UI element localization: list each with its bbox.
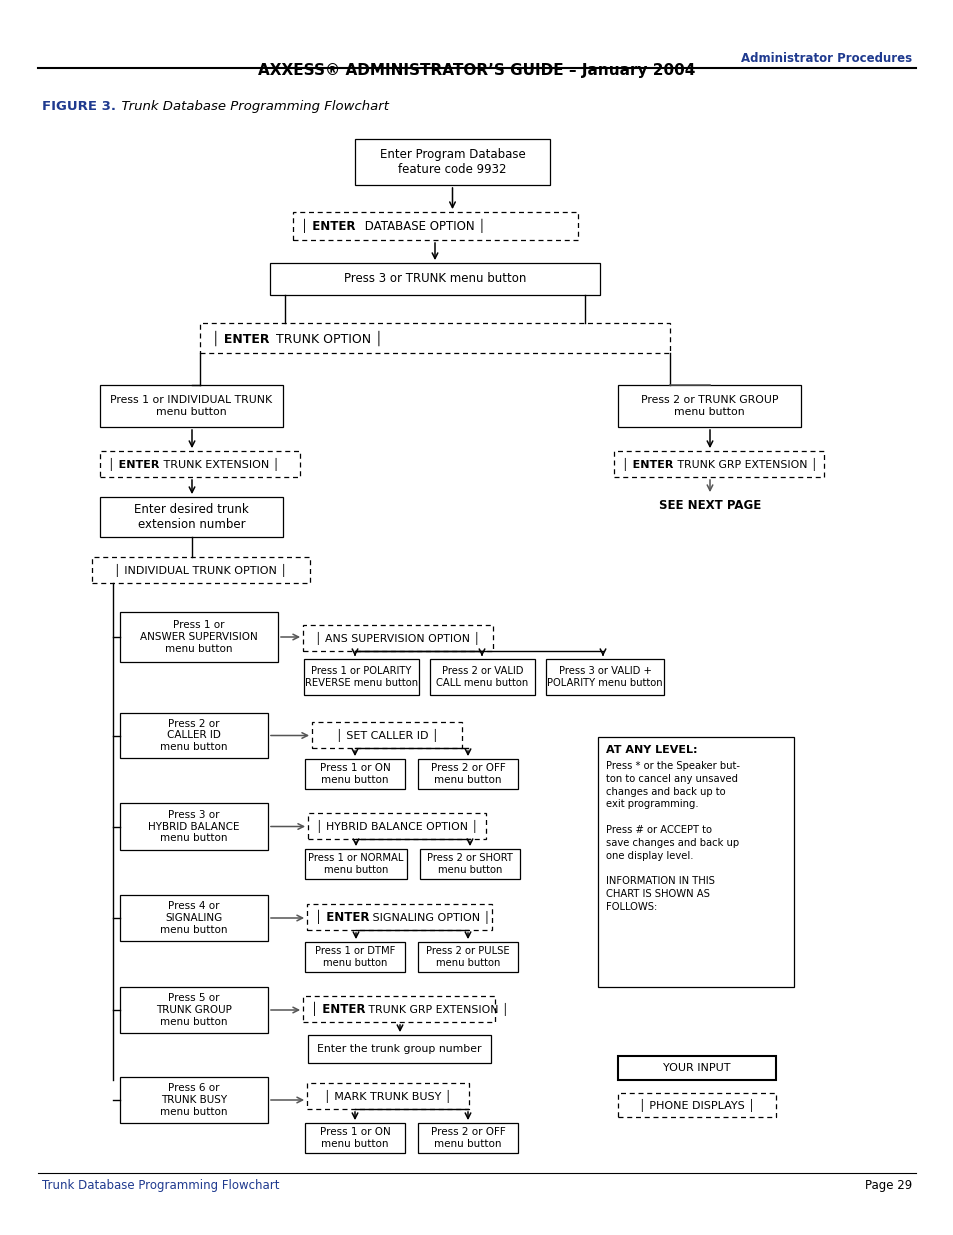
Text: TRUNK GRP EXTENSION │: TRUNK GRP EXTENSION │ bbox=[365, 1003, 508, 1015]
Text: Press 2 or TRUNK GROUP
menu button: Press 2 or TRUNK GROUP menu button bbox=[640, 395, 778, 416]
Text: │ HYBRID BALANCE OPTION │: │ HYBRID BALANCE OPTION │ bbox=[315, 820, 477, 832]
Bar bbox=[303, 995, 495, 1023]
Text: Press 3 or TRUNK menu button: Press 3 or TRUNK menu button bbox=[343, 273, 526, 285]
Bar bbox=[618, 385, 801, 427]
Text: Press 1 or POLARITY
REVERSE menu button: Press 1 or POLARITY REVERSE menu button bbox=[305, 666, 417, 688]
Bar bbox=[120, 713, 268, 758]
Text: Trunk Database Programming Flowchart: Trunk Database Programming Flowchart bbox=[42, 1179, 279, 1192]
Bar bbox=[293, 212, 578, 240]
Text: Press 1 or INDIVIDUAL TRUNK
menu button: Press 1 or INDIVIDUAL TRUNK menu button bbox=[111, 395, 273, 416]
Text: │ ENTER: │ ENTER bbox=[314, 910, 369, 924]
Text: Trunk Database Programming Flowchart: Trunk Database Programming Flowchart bbox=[112, 100, 389, 112]
Bar bbox=[120, 895, 268, 941]
Bar bbox=[120, 1077, 268, 1123]
Text: Press 2 or SHORT
menu button: Press 2 or SHORT menu button bbox=[427, 853, 513, 874]
Text: │ ENTER: │ ENTER bbox=[621, 457, 673, 471]
Text: YOUR INPUT: YOUR INPUT bbox=[662, 1063, 730, 1073]
Bar bbox=[430, 659, 535, 695]
Bar bbox=[120, 613, 277, 662]
Bar bbox=[312, 722, 461, 748]
Bar bbox=[120, 803, 268, 850]
Text: Press 6 or
TRUNK BUSY
menu button: Press 6 or TRUNK BUSY menu button bbox=[160, 1083, 228, 1116]
Bar bbox=[598, 737, 793, 987]
Text: Press 2 or OFF
menu button: Press 2 or OFF menu button bbox=[430, 1128, 505, 1149]
Text: Press 5 or
TRUNK GROUP
menu button: Press 5 or TRUNK GROUP menu button bbox=[156, 993, 232, 1026]
Text: DATABASE OPTION │: DATABASE OPTION │ bbox=[360, 219, 485, 233]
Bar bbox=[618, 1093, 775, 1116]
Text: │ ENTER: │ ENTER bbox=[212, 330, 269, 346]
Text: Press 1 or
ANSWER SUPERVISION
menu button: Press 1 or ANSWER SUPERVISION menu butto… bbox=[140, 620, 257, 653]
Text: TRUNK EXTENSION │: TRUNK EXTENSION │ bbox=[160, 457, 279, 471]
Text: │ ENTER: │ ENTER bbox=[301, 219, 355, 233]
Text: Press 1 or ON
menu button: Press 1 or ON menu button bbox=[319, 763, 390, 784]
Bar bbox=[307, 904, 492, 930]
Text: AXXESS® ADMINISTRATOR’S GUIDE – January 2004: AXXESS® ADMINISTRATOR’S GUIDE – January … bbox=[258, 63, 695, 78]
Bar bbox=[305, 760, 405, 789]
Text: │ SET CALLER ID │: │ SET CALLER ID │ bbox=[335, 729, 438, 741]
Bar bbox=[614, 451, 823, 477]
Text: Press 2 or
CALLER ID
menu button: Press 2 or CALLER ID menu button bbox=[160, 719, 228, 752]
Bar bbox=[308, 1035, 491, 1063]
Text: │ ANS SUPERVISION OPTION │: │ ANS SUPERVISION OPTION │ bbox=[315, 631, 480, 645]
Bar bbox=[304, 659, 418, 695]
Bar bbox=[100, 496, 283, 537]
Text: FIGURE 3.: FIGURE 3. bbox=[42, 100, 116, 112]
Bar bbox=[307, 1083, 469, 1109]
Bar bbox=[120, 987, 268, 1032]
Text: │ MARK TRUNK BUSY │: │ MARK TRUNK BUSY │ bbox=[324, 1089, 452, 1103]
Text: Press 2 or VALID
CALL menu button: Press 2 or VALID CALL menu button bbox=[436, 666, 528, 688]
Bar bbox=[303, 625, 493, 651]
Text: TRUNK OPTION │: TRUNK OPTION │ bbox=[272, 330, 382, 346]
Text: Press 4 or
SIGNALING
menu button: Press 4 or SIGNALING menu button bbox=[160, 902, 228, 935]
Bar bbox=[270, 263, 599, 295]
Bar bbox=[91, 557, 310, 583]
Text: SEE NEXT PAGE: SEE NEXT PAGE bbox=[659, 499, 760, 513]
Bar bbox=[417, 760, 517, 789]
Text: Press 3 or
HYBRID BALANCE
menu button: Press 3 or HYBRID BALANCE menu button bbox=[148, 810, 239, 844]
Text: Press 2 or PULSE
menu button: Press 2 or PULSE menu button bbox=[426, 946, 509, 968]
Text: Enter Program Database
feature code 9932: Enter Program Database feature code 9932 bbox=[379, 148, 525, 177]
Text: Enter desired trunk
extension number: Enter desired trunk extension number bbox=[134, 503, 249, 531]
Bar bbox=[308, 813, 485, 839]
Bar bbox=[355, 140, 550, 185]
Text: Administrator Procedures: Administrator Procedures bbox=[740, 52, 911, 65]
Text: Press 1 or DTMF
menu button: Press 1 or DTMF menu button bbox=[314, 946, 395, 968]
Text: Press * or the Speaker but-
ton to cancel any unsaved
changes and back up to
exi: Press * or the Speaker but- ton to cance… bbox=[605, 761, 740, 911]
Text: SIGNALING OPTION │: SIGNALING OPTION │ bbox=[369, 910, 490, 924]
Text: │ ENTER: │ ENTER bbox=[311, 1002, 365, 1016]
Text: TRUNK GRP EXTENSION │: TRUNK GRP EXTENSION │ bbox=[673, 457, 817, 471]
Bar bbox=[305, 942, 405, 972]
Text: Enter the trunk group number: Enter the trunk group number bbox=[317, 1044, 481, 1053]
Bar bbox=[618, 1056, 775, 1079]
Bar bbox=[417, 1123, 517, 1153]
Bar bbox=[305, 1123, 405, 1153]
Text: Press 1 or ON
menu button: Press 1 or ON menu button bbox=[319, 1128, 390, 1149]
Bar bbox=[417, 942, 517, 972]
Text: Press 1 or NORMAL
menu button: Press 1 or NORMAL menu button bbox=[308, 853, 403, 874]
Bar bbox=[305, 848, 407, 879]
Bar bbox=[419, 848, 519, 879]
Bar bbox=[100, 385, 283, 427]
Bar bbox=[200, 324, 669, 353]
Text: Press 3 or VALID +
POLARITY menu button: Press 3 or VALID + POLARITY menu button bbox=[547, 666, 662, 688]
Text: Press 2 or OFF
menu button: Press 2 or OFF menu button bbox=[430, 763, 505, 784]
Text: AT ANY LEVEL:: AT ANY LEVEL: bbox=[605, 745, 697, 755]
Bar bbox=[100, 451, 299, 477]
Text: │ ENTER: │ ENTER bbox=[108, 457, 159, 471]
Text: │ PHONE DISPLAYS │: │ PHONE DISPLAYS │ bbox=[639, 1098, 754, 1112]
Text: Page 29: Page 29 bbox=[863, 1179, 911, 1192]
Bar bbox=[545, 659, 663, 695]
Text: │ INDIVIDUAL TRUNK OPTION │: │ INDIVIDUAL TRUNK OPTION │ bbox=[114, 563, 287, 577]
